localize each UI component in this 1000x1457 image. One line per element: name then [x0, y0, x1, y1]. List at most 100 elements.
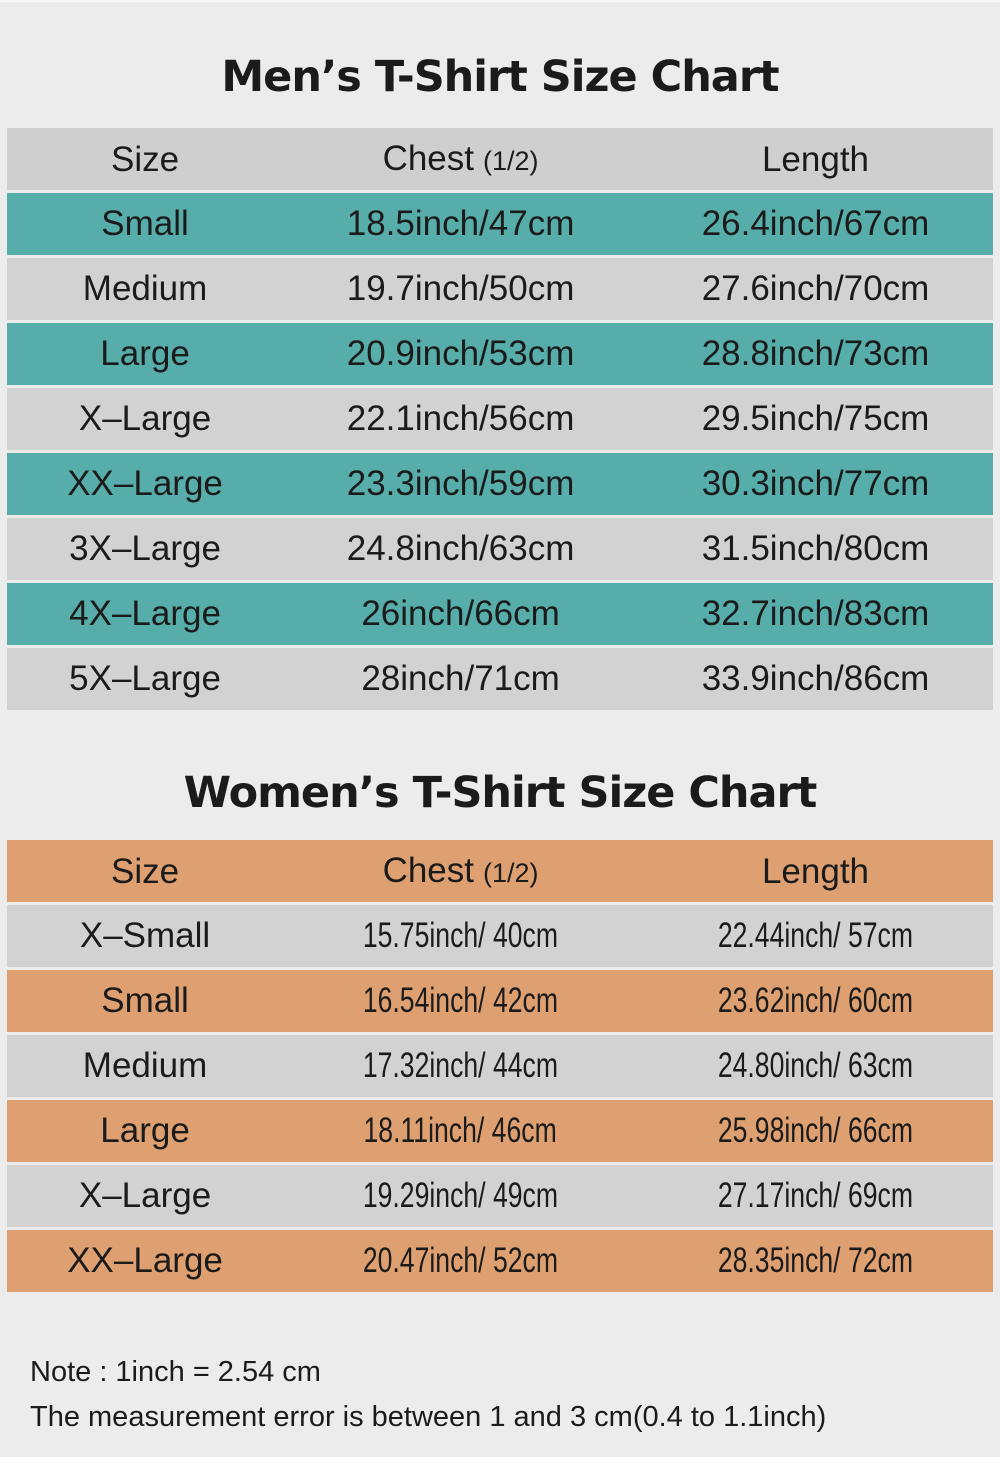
table-row: Large 20.9inch/53cm 28.8inch/73cm [7, 323, 993, 385]
table-row: X–Large 19.29inch/ 49cm 27.17inch/ 69cm [7, 1165, 993, 1227]
womens-chart-title: Women’s T-Shirt Size Chart [183, 768, 818, 818]
size-cell: 4X–Large [7, 583, 283, 645]
size-cell: Small [7, 193, 283, 255]
chest-value: 20.47inch/ 52cm [362, 1241, 559, 1280]
chest-value: 23.3inch/59cm [346, 464, 575, 503]
table-row: Medium 19.7inch/50cm 27.6inch/70cm [7, 258, 993, 320]
chest-cell: 18.5inch/47cm [283, 193, 638, 255]
size-value: 4X–Large [69, 594, 221, 633]
table-row: 5X–Large 28inch/71cm 33.9inch/86cm [7, 648, 993, 710]
chest-value: 26inch/66cm [361, 594, 560, 633]
womens-table-header-row: Size Chest (1/2) Length [7, 840, 993, 902]
length-value: 31.5inch/80cm [701, 529, 930, 568]
chest-cell: 22.1inch/56cm [283, 388, 638, 450]
size-cell: X–Large [7, 1165, 283, 1227]
table-row: 3X–Large 24.8inch/63cm 31.5inch/80cm [7, 518, 993, 580]
chest-header-label: Chest [382, 139, 474, 178]
chest-cell: 26inch/66cm [283, 583, 638, 645]
length-value: 26.4inch/67cm [701, 204, 930, 243]
size-value: 3X–Large [69, 529, 221, 568]
size-cell: Medium [7, 1035, 283, 1097]
table-row: XX–Large 20.47inch/ 52cm 28.35inch/ 72cm [7, 1230, 993, 1292]
mens-table-header-row: Size Chest (1/2) Length [7, 128, 993, 190]
table-row: 4X–Large 26inch/66cm 32.7inch/83cm [7, 583, 993, 645]
chest-value: 17.32inch/ 44cm [362, 1046, 559, 1085]
chest-value: 19.7inch/50cm [346, 269, 575, 308]
chest-value: 24.8inch/63cm [346, 529, 575, 568]
chest-value: 18.11inch/ 46cm [363, 1111, 558, 1150]
length-value: 22.44inch/ 57cm [717, 916, 914, 955]
length-value: 30.3inch/77cm [701, 464, 930, 503]
chest-cell: 18.11inch/ 46cm [283, 1100, 638, 1162]
chest-cell: 17.32inch/ 44cm [283, 1035, 638, 1097]
size-column-header: Size [7, 129, 283, 191]
length-cell: 29.5inch/75cm [638, 388, 993, 450]
length-value: 27.17inch/ 69cm [717, 1176, 914, 1215]
chest-value: 16.54inch/ 42cm [362, 981, 559, 1020]
length-cell: 33.9inch/86cm [638, 648, 993, 710]
length-cell: 22.44inch/ 57cm [638, 905, 993, 967]
length-value: 28.8inch/73cm [701, 334, 930, 373]
size-cell: X–Large [7, 388, 283, 450]
size-value: X–Large [78, 399, 212, 438]
chest-value: 15.75inch/ 40cm [362, 916, 559, 955]
chest-value: 28inch/71cm [361, 659, 560, 698]
table-row: Medium 17.32inch/ 44cm 24.80inch/ 63cm [7, 1035, 993, 1097]
chest-column-header: Chest (1/2) [283, 840, 638, 904]
mens-chart-title: Men’s T-Shirt Size Chart [221, 52, 779, 102]
length-header-label: Length [761, 140, 870, 179]
length-header-label: Length [761, 852, 870, 891]
chest-cell: 19.7inch/50cm [283, 258, 638, 320]
length-cell: 24.80inch/ 63cm [638, 1035, 993, 1097]
chest-column-header: Chest (1/2) [283, 128, 638, 192]
size-cell: X–Small [7, 905, 283, 967]
mens-table-rows: Small 18.5inch/47cm 26.4inch/67cm Medium 19.… [7, 193, 993, 710]
table-row: Large 18.11inch/ 46cm 25.98inch/ 66cm [7, 1100, 993, 1162]
chest-cell: 20.47inch/ 52cm [283, 1230, 638, 1292]
chest-fraction-label: (1/2) [483, 858, 539, 888]
size-cell: Large [7, 1100, 283, 1162]
length-cell: 28.8inch/73cm [638, 323, 993, 385]
length-cell: 32.7inch/83cm [638, 583, 993, 645]
size-cell: Small [7, 970, 283, 1032]
chest-value: 20.9inch/53cm [346, 334, 575, 373]
length-value: 29.5inch/75cm [701, 399, 930, 438]
chest-fraction-label: (1/2) [483, 146, 539, 176]
size-cell: Large [7, 323, 283, 385]
chest-cell: 24.8inch/63cm [283, 518, 638, 580]
length-value: 27.6inch/70cm [701, 269, 930, 308]
chest-cell: 20.9inch/53cm [283, 323, 638, 385]
length-cell: 30.3inch/77cm [638, 453, 993, 515]
length-column-header: Length [638, 129, 993, 191]
length-value: 25.98inch/ 66cm [717, 1111, 914, 1150]
size-column-header: Size [7, 841, 283, 903]
size-value: 5X–Large [69, 659, 221, 698]
note-line-1: Note : 1inch = 2.54 cm [30, 1356, 321, 1388]
length-value: 24.80inch/ 63cm [717, 1046, 914, 1085]
table-row: Small 16.54inch/ 42cm 23.62inch/ 60cm [7, 970, 993, 1032]
size-value: Medium [82, 1046, 208, 1085]
length-cell: 25.98inch/ 66cm [638, 1100, 993, 1162]
size-value: Large [100, 334, 190, 373]
size-value: Medium [82, 269, 208, 308]
size-cell: XX–Large [7, 1230, 283, 1292]
length-cell: 27.17inch/ 69cm [638, 1165, 993, 1227]
note-line-2: The measurement error is between 1 and 3… [30, 1401, 827, 1433]
size-value: Small [101, 204, 189, 243]
chest-cell: 28inch/71cm [283, 648, 638, 710]
size-value: Large [100, 1111, 190, 1150]
mens-size-table: Size Chest (1/2) Length Small 18.5inch/47c… [7, 128, 993, 710]
length-cell: 31.5inch/80cm [638, 518, 993, 580]
chest-value: 18.5inch/47cm [346, 204, 575, 243]
size-header-label: Size [110, 140, 180, 179]
table-row: X–Large 22.1inch/56cm 29.5inch/75cm [7, 388, 993, 450]
size-cell: 3X–Large [7, 518, 283, 580]
chest-value: 22.1inch/56cm [346, 399, 575, 438]
chest-value: 19.29inch/ 49cm [362, 1176, 559, 1215]
womens-table-rows: X–Small 15.75inch/ 40cm 22.44inch/ 57cm Sma… [7, 905, 993, 1292]
size-value: X–Large [78, 1176, 212, 1215]
length-cell: 28.35inch/ 72cm [638, 1230, 993, 1292]
table-row: Small 18.5inch/47cm 26.4inch/67cm [7, 193, 993, 255]
length-value: 32.7inch/83cm [701, 594, 930, 633]
